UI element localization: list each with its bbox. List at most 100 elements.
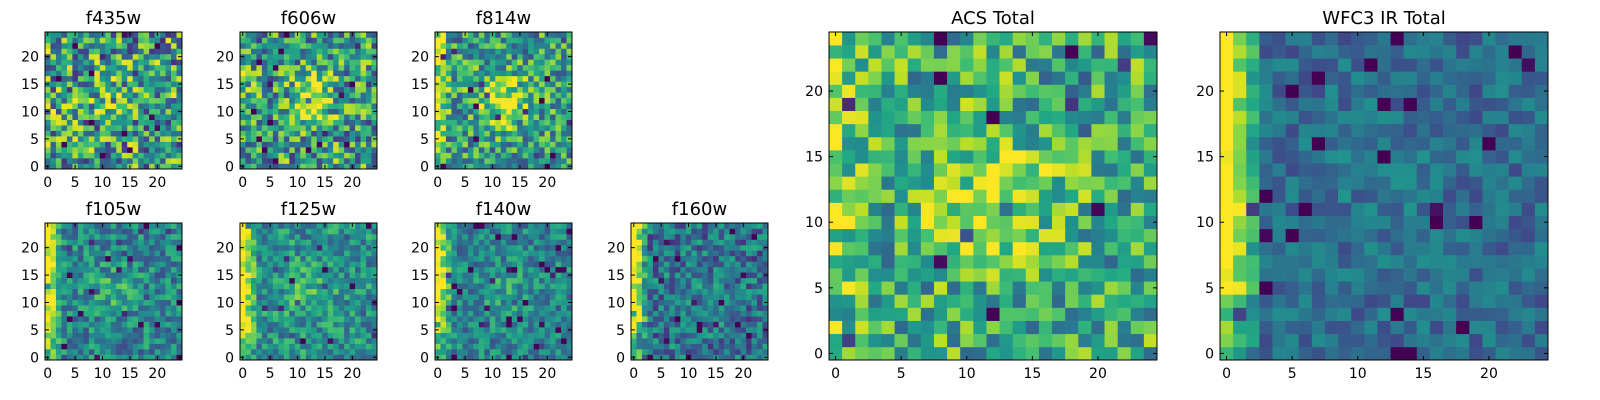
heatmap-cell — [338, 141, 345, 148]
heatmap-cell — [278, 92, 285, 99]
heatmap-cell — [154, 37, 161, 44]
heatmap-cell — [445, 119, 452, 126]
heatmap-cell — [311, 310, 318, 317]
heatmap-cell — [72, 261, 79, 268]
heatmap-cell — [366, 37, 372, 44]
heatmap-cell — [311, 92, 318, 99]
heatmap-cell — [88, 59, 95, 66]
heatmap-cell — [1117, 281, 1132, 295]
heatmap-cell — [561, 70, 567, 77]
heatmap-cell — [300, 125, 307, 131]
heatmap-cell — [250, 158, 257, 164]
heatmap-cell — [456, 261, 463, 268]
heatmap-cell — [333, 125, 339, 131]
heatmap-cell — [283, 130, 290, 137]
heatmap-cell — [77, 32, 84, 38]
heatmap-cell — [907, 228, 922, 243]
heatmap-cell — [66, 70, 73, 77]
heatmap-cell — [933, 320, 948, 335]
heatmap-cell — [138, 228, 144, 235]
heatmap-cell — [344, 32, 350, 38]
heatmap-cell — [555, 37, 562, 44]
heatmap-cell — [489, 272, 496, 279]
heatmap-cell — [149, 37, 155, 44]
heatmap-cell — [462, 37, 469, 44]
heatmap-cell — [245, 305, 252, 311]
heatmap-cell — [366, 114, 372, 120]
x-tick-label: 5 — [266, 366, 275, 382]
heatmap-cell — [506, 70, 513, 77]
heatmap-cell — [61, 338, 68, 344]
heatmap-cell — [66, 223, 73, 229]
y-tick-label: 15 — [216, 77, 234, 93]
heatmap-cell — [256, 272, 263, 279]
heatmap-cell — [110, 305, 117, 311]
heatmap-cell — [278, 86, 285, 93]
heatmap-cell — [283, 114, 290, 120]
heatmap-cell — [691, 305, 698, 311]
heatmap-cell — [250, 108, 257, 115]
heatmap-cell — [88, 53, 95, 60]
heatmap-cell — [522, 239, 529, 246]
heatmap-cell — [544, 327, 551, 333]
heatmap-cell — [245, 108, 252, 115]
heatmap-cell — [327, 136, 334, 142]
heatmap-cell — [696, 266, 703, 273]
heatmap-cell — [724, 233, 730, 240]
heatmap-cell — [171, 42, 177, 49]
heatmap-cell — [451, 305, 458, 311]
heatmap-cell — [506, 266, 513, 273]
heatmap-cell — [729, 321, 736, 328]
heatmap-cell — [272, 327, 279, 333]
heatmap-cell — [506, 321, 513, 328]
heatmap-cell — [718, 244, 725, 251]
heatmap-cell — [267, 349, 274, 355]
heatmap-cell — [478, 42, 485, 49]
heatmap-cell — [294, 321, 301, 328]
heatmap-cell — [154, 108, 161, 115]
heatmap-cell — [154, 228, 161, 235]
heatmap-cell — [555, 228, 562, 235]
heatmap-cell — [445, 81, 452, 88]
heatmap-cell — [45, 305, 51, 311]
heatmap-cell — [355, 228, 361, 235]
heatmap-cell — [907, 294, 922, 308]
heatmap-cell — [300, 305, 307, 311]
heatmap-cell — [718, 310, 725, 317]
heatmap-cell — [245, 59, 252, 66]
heatmap-cell — [555, 349, 562, 355]
heatmap-cell — [511, 244, 518, 251]
heatmap-cell — [240, 343, 246, 350]
heatmap-cell — [658, 250, 665, 257]
heatmap-cell — [55, 228, 62, 235]
heatmap-cell — [484, 141, 491, 148]
heatmap-cell — [61, 223, 68, 229]
heatmap-cell — [61, 64, 68, 71]
axes-frame — [44, 31, 183, 170]
x-tick-label: 10 — [484, 366, 502, 382]
heatmap-cell — [484, 42, 491, 49]
heatmap-cell — [138, 316, 144, 322]
heatmap-cell — [360, 228, 367, 235]
heatmap-cell — [294, 272, 301, 279]
heatmap-cell — [718, 255, 725, 262]
heatmap-cell — [77, 244, 84, 251]
x-tick-label: 10 — [289, 366, 307, 382]
heatmap-cell — [658, 277, 665, 284]
heatmap-cell — [555, 244, 562, 251]
heatmap-cell — [663, 327, 670, 333]
heatmap-cell — [283, 233, 290, 240]
heatmap-cell — [986, 202, 1000, 216]
heatmap-cell — [245, 53, 252, 60]
heatmap-cell — [506, 130, 513, 137]
heatmap-cell — [473, 158, 480, 164]
heatmap-cell — [300, 48, 307, 55]
heatmap-cell — [440, 316, 447, 322]
heatmap-cell — [868, 189, 882, 203]
heatmap-cell — [555, 92, 562, 99]
heatmap-cell — [528, 53, 534, 60]
heatmap-cell — [250, 136, 257, 142]
heatmap-cell — [132, 250, 139, 257]
heatmap-cell — [245, 97, 252, 104]
heatmap-cell — [561, 294, 567, 301]
